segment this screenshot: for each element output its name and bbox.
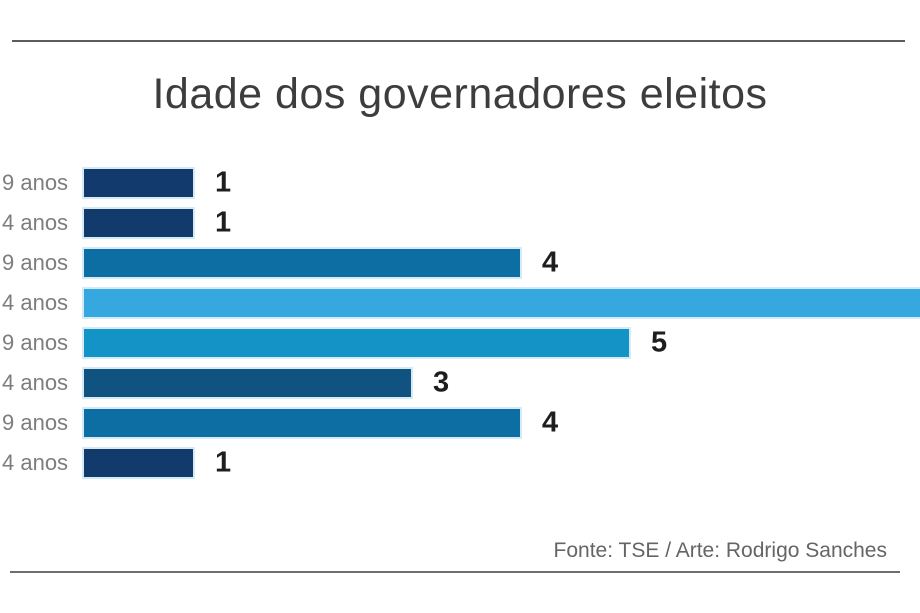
bottom-divider-line xyxy=(10,571,900,573)
source-credit: Fonte: TSE / Arte: Rodrigo Sanches xyxy=(553,539,887,562)
chart-row: 9 anos 1 xyxy=(0,166,920,199)
bar-chart-rows: 9 anos 1 4 anos 1 9 anos 4 4 anos 9 anos 5 4 anos… xyxy=(0,166,920,489)
chart-row: 9 anos 4 xyxy=(0,406,920,439)
chart-row: 4 anos 1 xyxy=(0,206,920,239)
value-label: 1 xyxy=(215,446,232,479)
category-label: 4 anos xyxy=(2,370,69,395)
category-label: 4 anos xyxy=(2,210,69,235)
category-label: 4 anos xyxy=(2,290,69,315)
chart-row: 4 anos xyxy=(0,289,920,317)
category-label: 9 anos xyxy=(2,170,69,195)
bar xyxy=(84,449,193,477)
value-label: 5 xyxy=(651,326,668,359)
chart-row: 9 anos 5 xyxy=(0,326,920,359)
value-label: 4 xyxy=(542,246,559,279)
category-label: 4 anos xyxy=(2,450,69,475)
value-label: 1 xyxy=(215,166,232,199)
bar xyxy=(84,289,920,317)
chart-title: Idade dos governadores eleitos xyxy=(152,70,768,118)
category-label: 9 anos xyxy=(2,250,69,275)
bar xyxy=(84,249,520,277)
chart-row: 4 anos 1 xyxy=(0,446,920,479)
category-label: 9 anos xyxy=(2,410,69,435)
value-label: 3 xyxy=(433,366,450,399)
bar xyxy=(84,209,193,237)
bar xyxy=(84,369,411,397)
value-label: 4 xyxy=(542,406,559,439)
value-label: 1 xyxy=(215,206,232,239)
category-label: 9 anos xyxy=(2,330,69,355)
bar xyxy=(84,169,193,197)
chart-row: 4 anos 3 xyxy=(0,366,920,399)
chart-row: 9 anos 4 xyxy=(0,246,920,279)
bar xyxy=(84,329,629,357)
top-divider-line xyxy=(12,40,905,42)
bar xyxy=(84,409,520,437)
